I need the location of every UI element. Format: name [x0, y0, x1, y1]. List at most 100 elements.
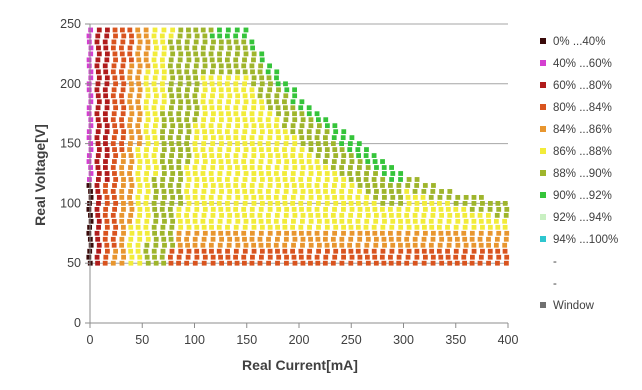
data-point	[121, 129, 127, 135]
data-point	[145, 159, 150, 164]
data-point	[177, 33, 183, 39]
data-point	[219, 189, 224, 194]
data-point	[96, 45, 101, 51]
data-point	[113, 33, 118, 39]
data-point	[112, 230, 118, 236]
data-point	[167, 230, 173, 236]
data-point	[242, 69, 248, 75]
data-point	[184, 212, 190, 218]
data-point	[365, 212, 371, 218]
data-point	[495, 248, 501, 254]
data-point	[249, 260, 255, 266]
data-point	[455, 242, 461, 248]
data-point	[95, 153, 101, 158]
data-point	[275, 260, 280, 266]
data-point	[284, 260, 289, 266]
data-point	[233, 159, 239, 164]
data-point	[186, 224, 192, 230]
data-point	[160, 111, 165, 117]
data-point	[95, 177, 101, 182]
data-point	[194, 135, 199, 141]
data-point	[355, 147, 361, 152]
data-point	[380, 201, 386, 206]
data-point	[258, 206, 264, 212]
data-point	[357, 230, 363, 236]
data-point	[129, 206, 135, 212]
data-point	[202, 135, 208, 141]
data-point	[202, 63, 208, 69]
data-point	[224, 33, 230, 39]
data-point	[217, 195, 223, 200]
data-point	[178, 171, 183, 176]
data-point	[151, 129, 157, 135]
data-point	[243, 195, 249, 200]
data-point	[137, 165, 142, 170]
data-point	[308, 242, 314, 248]
data-point	[445, 224, 450, 230]
data-point	[348, 248, 354, 254]
data-point	[454, 260, 460, 266]
data-point	[210, 117, 215, 123]
data-point	[185, 254, 191, 260]
data-point	[242, 177, 248, 182]
data-point	[445, 254, 451, 260]
data-point	[307, 224, 312, 230]
data-point	[284, 183, 290, 188]
data-point	[471, 218, 477, 224]
data-point	[145, 183, 150, 188]
data-point	[382, 218, 387, 224]
data-point	[259, 224, 265, 230]
data-point	[396, 206, 402, 212]
data-point	[250, 69, 255, 75]
data-point	[324, 248, 330, 254]
data-point	[208, 195, 214, 200]
data-point	[487, 201, 493, 206]
x-tick-label: 300	[393, 333, 414, 347]
data-point	[193, 75, 198, 81]
data-point	[412, 218, 418, 224]
data-point	[355, 242, 361, 248]
data-point	[251, 75, 257, 81]
data-point	[332, 230, 338, 236]
data-point	[227, 260, 232, 266]
y-axis-title: Real Voltage[V]	[32, 124, 48, 226]
data-point	[103, 69, 109, 75]
data-point	[202, 105, 208, 111]
data-point	[480, 201, 485, 206]
data-point	[292, 189, 298, 194]
data-point	[103, 141, 108, 146]
data-point	[266, 171, 272, 176]
data-point	[299, 111, 305, 117]
data-point	[104, 75, 110, 81]
data-point	[486, 260, 491, 266]
data-point	[161, 69, 167, 75]
data-point	[233, 135, 239, 141]
data-point	[136, 93, 142, 99]
data-point	[487, 206, 493, 212]
data-point	[111, 39, 117, 45]
data-point	[372, 159, 378, 164]
data-point	[151, 33, 157, 39]
data-point	[265, 69, 271, 75]
data-point	[332, 123, 338, 129]
data-point	[178, 153, 183, 158]
data-point	[209, 153, 215, 158]
data-point	[323, 117, 329, 123]
data-point	[143, 81, 149, 87]
data-point	[217, 99, 223, 105]
data-point	[160, 105, 165, 111]
data-point	[160, 177, 166, 182]
data-point	[502, 218, 508, 224]
data-point	[209, 248, 214, 254]
data-point	[168, 57, 174, 63]
data-point	[323, 230, 329, 236]
data-point	[178, 27, 184, 33]
data-point	[145, 45, 151, 51]
data-point	[234, 260, 240, 266]
data-point	[169, 201, 175, 206]
data-point	[290, 201, 296, 206]
data-point	[235, 242, 241, 248]
data-point	[242, 129, 248, 135]
data-point	[439, 236, 445, 242]
data-point	[299, 218, 305, 224]
